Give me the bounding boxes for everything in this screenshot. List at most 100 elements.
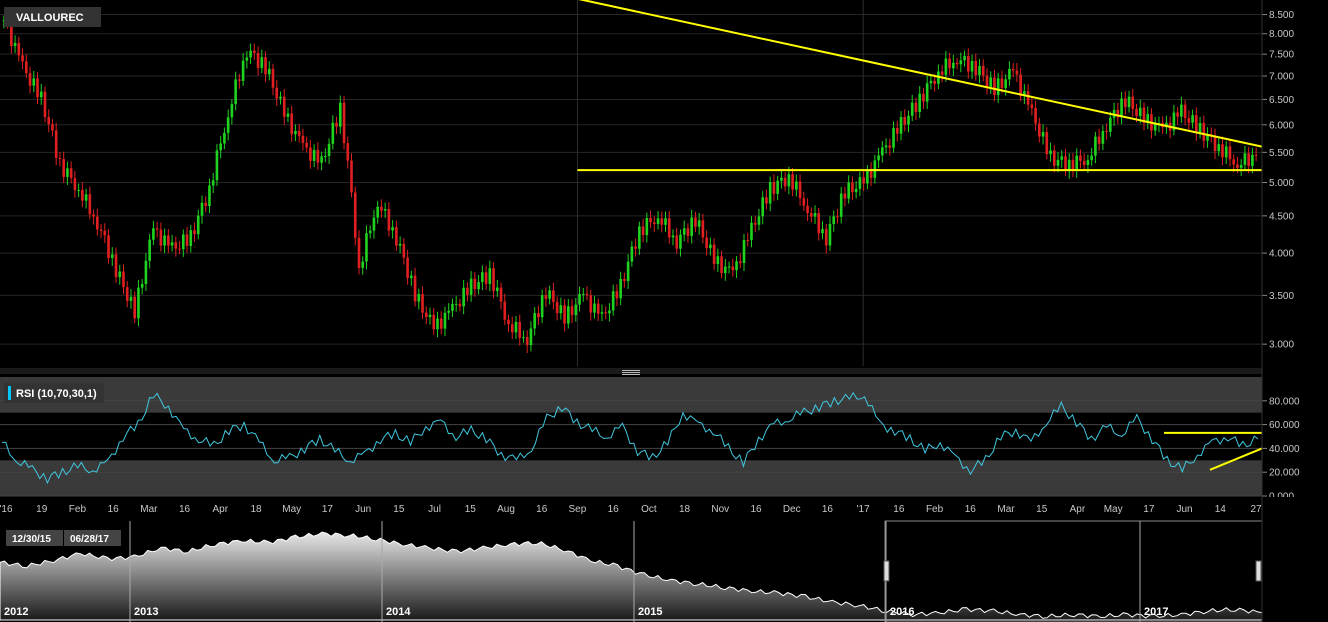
x-tick-label: Feb — [926, 504, 944, 515]
candle-body — [402, 243, 406, 258]
candle-body — [686, 228, 690, 236]
candle-body — [447, 310, 451, 313]
candle-body — [1232, 159, 1236, 165]
candle-body — [342, 102, 346, 144]
navigator-left-handle[interactable] — [883, 560, 890, 582]
x-tick-label: Jul — [428, 504, 441, 515]
navigator-right-handle[interactable] — [1255, 560, 1262, 582]
candle-body — [439, 318, 443, 329]
candle-body — [152, 228, 155, 240]
candle-body — [955, 62, 959, 65]
candle-body — [1224, 146, 1228, 158]
candle-body — [1243, 153, 1247, 165]
candle-body — [574, 304, 578, 316]
candle-body — [118, 271, 122, 278]
candle-body — [720, 256, 723, 274]
x-tick-label: 16 — [536, 504, 548, 515]
candle-body — [417, 294, 421, 302]
navigator-year-label: 2012 — [4, 606, 28, 618]
x-tick-label: 16 — [179, 504, 191, 515]
navigator-selection[interactable] — [884, 520, 1263, 622]
candle-body — [320, 156, 323, 163]
candle-body — [275, 87, 279, 99]
candle-body — [481, 272, 484, 283]
candle-body — [996, 78, 1000, 95]
candle-body — [716, 256, 720, 265]
candle-body — [1217, 144, 1221, 152]
x-tick-label: Nov — [711, 504, 729, 515]
candle-body — [96, 216, 99, 230]
rsi-oversold-zone — [0, 460, 1262, 496]
splitter-grip-line-1[interactable] — [622, 370, 640, 371]
candle-body — [776, 180, 779, 194]
candle-body — [966, 55, 970, 72]
candle-body — [589, 295, 593, 313]
candle-body — [970, 60, 974, 72]
candle-body — [544, 295, 548, 299]
candle-body — [1015, 70, 1019, 75]
candle-body — [1127, 96, 1131, 108]
candle-body — [324, 155, 327, 157]
x-tick-label: '16 — [0, 504, 13, 515]
candle-body — [712, 244, 716, 265]
candle-body — [1023, 91, 1026, 96]
candle-body — [948, 58, 951, 69]
x-tick-label: 16 — [965, 504, 977, 515]
candle-body — [1187, 118, 1191, 123]
candle-body — [260, 57, 264, 68]
candle-body — [671, 235, 675, 238]
candle-body — [694, 217, 697, 227]
price-resistance-trendline — [578, 0, 1263, 148]
candle-body — [211, 180, 215, 186]
x-axis: '16 19 Feb 16 Mar 16 Apr 18 May 17 Jun 15 Jul 15 Aug 16… — [0, 504, 1262, 515]
candle-body — [77, 189, 80, 191]
x-tick-label: Feb — [69, 504, 87, 515]
candle-body — [17, 42, 21, 56]
candle-body — [981, 65, 985, 76]
candle-body — [1075, 155, 1079, 171]
price-y-axis: 8.500 8.000 7.500 7.000 6.500 6.000 5.500 5.000… — [1262, 10, 1294, 351]
x-tick-label: 19 — [36, 504, 48, 515]
candle-body — [1236, 164, 1239, 168]
candle-body — [1123, 98, 1127, 108]
candle-body — [249, 50, 252, 58]
candle-body — [312, 149, 316, 161]
candle-body — [301, 135, 305, 143]
candle-body — [552, 290, 555, 302]
price-panel-bg — [0, 0, 1262, 368]
rsi-trendlines — [1164, 431, 1263, 471]
candle-body — [107, 235, 110, 258]
candle-body — [170, 242, 174, 246]
candle-body — [959, 60, 963, 65]
x-tick-label: 16 — [108, 504, 120, 515]
candle-body — [664, 218, 667, 225]
candle-body — [410, 275, 413, 279]
candle-body — [58, 157, 62, 160]
x-tick-label: 15 — [393, 504, 405, 515]
candle-body — [626, 261, 630, 282]
candle-body — [282, 96, 286, 117]
candle-body — [559, 305, 563, 314]
rsi-rising-trendline — [1209, 447, 1263, 471]
candle-body — [24, 61, 28, 74]
candle-body — [765, 197, 768, 204]
splitter-grip-line-2[interactable] — [622, 372, 640, 373]
candle-body — [488, 268, 492, 284]
price-chart-title: VALLOUREC — [16, 12, 84, 24]
candle-body — [1116, 109, 1120, 118]
candlestick-series — [2, 12, 1258, 354]
candle-body — [36, 78, 39, 98]
x-tick-label: Aug — [497, 504, 515, 515]
candle-body — [380, 206, 383, 211]
candle-body — [155, 228, 159, 230]
x-tick-label: Oct — [641, 504, 657, 515]
range-start-date: 12/30/15 — [12, 534, 51, 545]
candle-body — [327, 143, 331, 156]
candle-body — [167, 235, 170, 246]
candle-body — [436, 318, 439, 330]
price-y-tick-label: 7.500 — [1269, 50, 1294, 61]
splitter-grip-line-3[interactable] — [622, 374, 640, 375]
candle-body — [144, 260, 148, 285]
candle-body — [305, 142, 308, 148]
candle-body — [802, 198, 806, 206]
